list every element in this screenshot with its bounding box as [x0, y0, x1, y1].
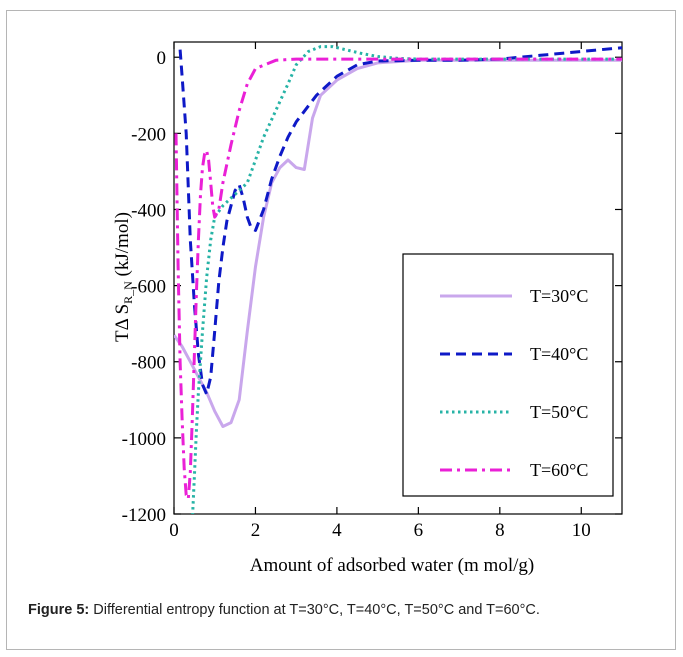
x-tick-label: 4 [332, 520, 342, 541]
series-line-3 [191, 45, 622, 514]
legend: T=30°C T=40°C T=50°C T=60°C [402, 253, 614, 497]
tick-labels: 0 2 4 6 8 10 0 -200 -400 -600 -800 -1000 -1200 [122, 48, 591, 541]
y-tick-label: -600 [131, 277, 166, 298]
legend-label-2: T=40°C [530, 344, 588, 364]
legend-label-4: T=60°C [530, 460, 588, 480]
legend-label-1: T=30°C [530, 286, 588, 306]
series-line-2 [178, 46, 622, 396]
y-tick-label: -1000 [122, 429, 166, 450]
y-tick-label: -800 [131, 353, 166, 374]
series-lines [174, 45, 622, 514]
legend-label-3: T=50°C [530, 402, 588, 422]
series-line-4 [174, 57, 622, 501]
plot-area [173, 41, 623, 515]
caption-label: Figure 5: [28, 602, 90, 618]
svg-text:TΔ SR_N (kJ/mol): TΔ SR_N (kJ/mol) [112, 212, 135, 342]
x-tick-label: 2 [251, 520, 261, 541]
y-axis-label: TΔ SR_N (kJ/mol) [112, 212, 135, 342]
legend-box [402, 253, 614, 497]
chart: 0 2 4 6 8 10 0 -200 -400 -600 -800 -1000 -1200 TΔ SR… [112, 41, 623, 576]
y-tick-label: 0 [157, 48, 167, 69]
caption-text: Differential entropy function at T=30°C,… [89, 602, 540, 618]
x-tick-label: 8 [495, 520, 505, 541]
x-tick-label: 0 [169, 520, 179, 541]
series-line-1 [174, 58, 622, 428]
x-tick-label: 10 [572, 520, 591, 541]
y-tick-label: -400 [131, 200, 166, 221]
y-tick-label: -200 [131, 124, 166, 145]
y-tick-label: -1200 [122, 505, 166, 526]
x-axis-label: Amount of adsorbed water (m mol/g) [250, 555, 534, 576]
x-tick-label: 6 [414, 520, 424, 541]
figure-caption: Figure 5: Differential entropy function … [28, 600, 658, 620]
